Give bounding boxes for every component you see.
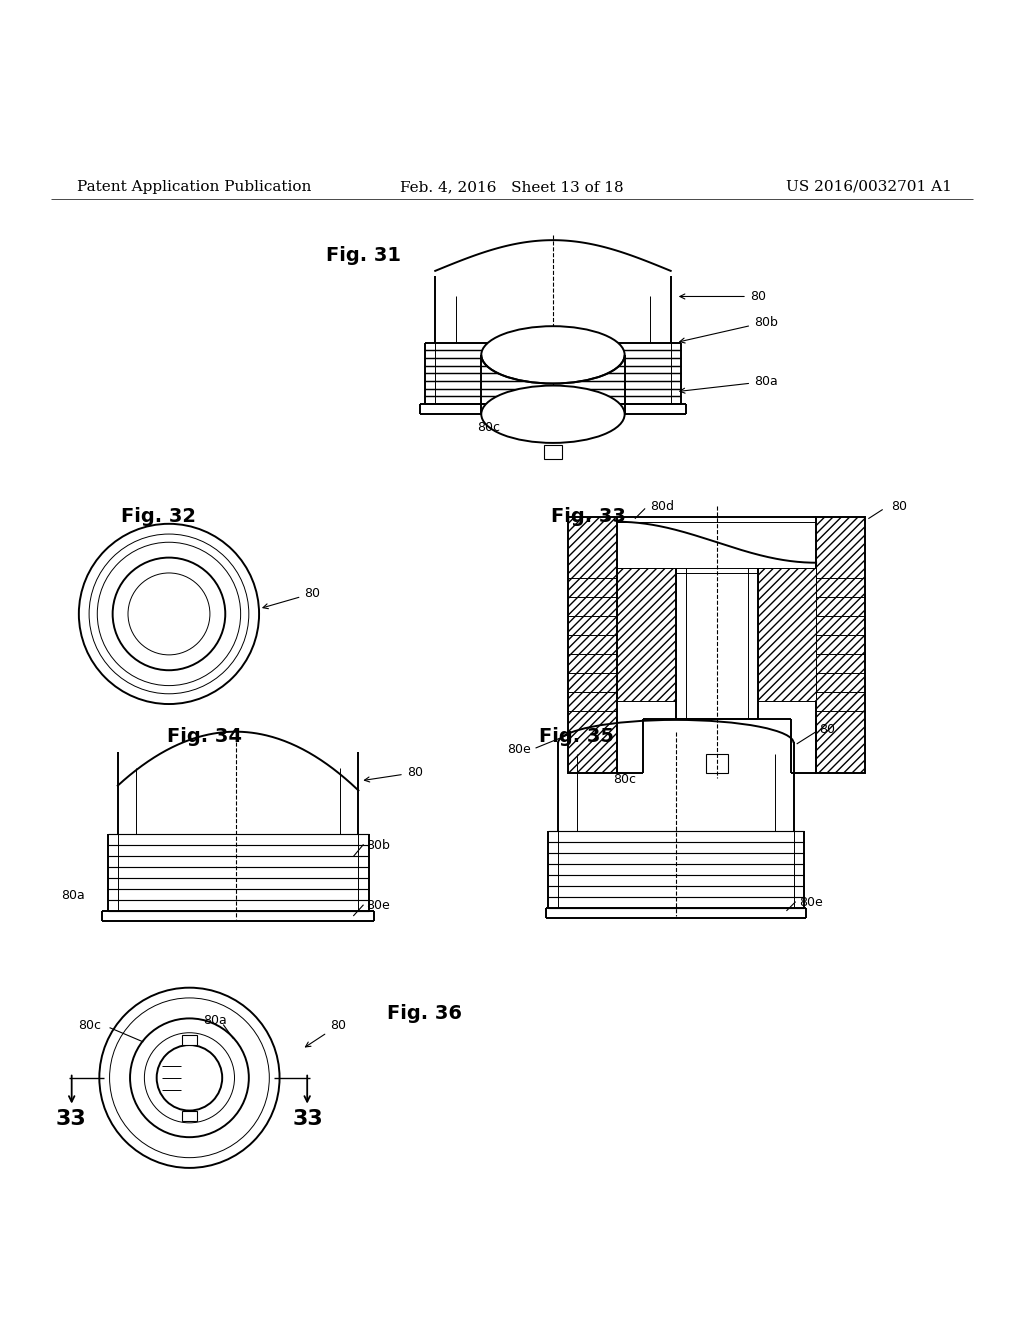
Text: 80d: 80d (650, 500, 674, 513)
Text: 80c: 80c (613, 774, 636, 787)
Text: 80b: 80b (680, 315, 778, 343)
Text: 80: 80 (365, 766, 423, 781)
Text: 80: 80 (891, 500, 907, 513)
Ellipse shape (481, 326, 625, 384)
Text: 80c: 80c (477, 421, 500, 434)
Text: 80e: 80e (367, 899, 390, 912)
Text: Fig. 36: Fig. 36 (387, 1003, 463, 1023)
Text: 80: 80 (680, 290, 766, 304)
Text: 80b: 80b (367, 838, 390, 851)
Text: 80e: 80e (507, 743, 530, 755)
Ellipse shape (481, 385, 625, 444)
Bar (758, 568, 816, 701)
Text: Feb. 4, 2016   Sheet 13 of 18: Feb. 4, 2016 Sheet 13 of 18 (400, 180, 624, 194)
Text: 33: 33 (293, 1109, 324, 1129)
Text: Fig. 31: Fig. 31 (326, 246, 401, 265)
Text: Fig. 34: Fig. 34 (167, 727, 243, 746)
Text: 80a: 80a (680, 375, 778, 393)
FancyBboxPatch shape (544, 445, 562, 459)
Text: 80a: 80a (203, 1014, 227, 1027)
Text: 33: 33 (55, 1109, 86, 1129)
Text: 80: 80 (819, 723, 836, 737)
Bar (617, 568, 676, 701)
Text: US 2016/0032701 A1: US 2016/0032701 A1 (786, 180, 952, 194)
Text: 80: 80 (305, 1019, 346, 1047)
Bar (816, 516, 865, 772)
Text: Fig. 35: Fig. 35 (539, 727, 614, 746)
Bar (182, 1110, 197, 1121)
Text: 80e: 80e (799, 896, 822, 909)
Text: 80c: 80c (79, 1019, 101, 1032)
Bar (706, 754, 728, 772)
Text: Fig. 32: Fig. 32 (121, 507, 197, 527)
Text: Fig. 33: Fig. 33 (551, 507, 627, 527)
Bar (568, 516, 617, 772)
Text: 80: 80 (263, 587, 321, 609)
Text: 80a: 80a (61, 890, 85, 902)
Bar (182, 1035, 197, 1045)
Text: Patent Application Publication: Patent Application Publication (77, 180, 311, 194)
